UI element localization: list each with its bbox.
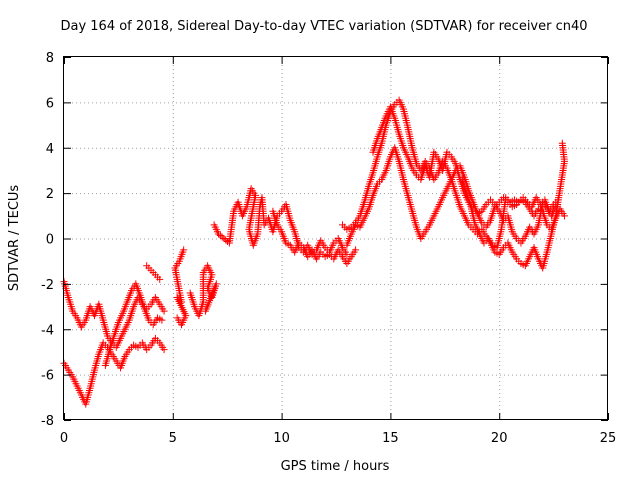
- data-point: [160, 346, 168, 354]
- y-tick-label: 0: [46, 233, 54, 248]
- y-tick-label: -2: [41, 278, 54, 293]
- y-tick-label: 2: [46, 187, 54, 202]
- data-point: [158, 316, 166, 324]
- data-point: [156, 275, 164, 283]
- x-tick-label: 20: [491, 431, 508, 446]
- data-point: [560, 212, 568, 220]
- data-point: [558, 139, 566, 147]
- x-tick-labels: 0 5 10 15 20 25: [60, 431, 616, 446]
- data-point: [160, 307, 168, 315]
- y-tick-label: -8: [41, 414, 54, 429]
- x-axis-label: GPS time / hours: [281, 459, 390, 474]
- data-point: [201, 307, 209, 315]
- data-points: [60, 96, 568, 408]
- x-tick-label: 10: [273, 431, 290, 446]
- data-point: [554, 196, 562, 204]
- y-tick-label: -6: [41, 369, 54, 384]
- axis-ticks: [64, 57, 609, 421]
- chart-title: Day 164 of 2018, Sidereal Day-to-day VTE…: [60, 19, 587, 34]
- data-point: [180, 246, 188, 254]
- y-tick-label: 6: [46, 96, 54, 111]
- x-tick-label: 15: [382, 431, 399, 446]
- y-tick-label: 8: [46, 51, 54, 66]
- data-point: [216, 231, 224, 239]
- data-point: [220, 235, 228, 242]
- y-tick-label: 4: [46, 142, 54, 157]
- data-point: [352, 246, 360, 254]
- y-tick-label: -4: [41, 323, 54, 338]
- data-point: [218, 233, 226, 241]
- y-axis-label: SDTVAR / TECUs: [7, 185, 22, 292]
- y-tick-labels: -8 -6 -4 -2 0 2 4 6 8: [41, 51, 54, 429]
- plot-frame: [63, 56, 608, 420]
- x-tick-label: 0: [60, 431, 68, 446]
- x-tick-label: 25: [600, 431, 617, 446]
- data-point: [222, 236, 230, 244]
- data-point: [214, 230, 222, 238]
- x-tick-label: 5: [169, 431, 177, 446]
